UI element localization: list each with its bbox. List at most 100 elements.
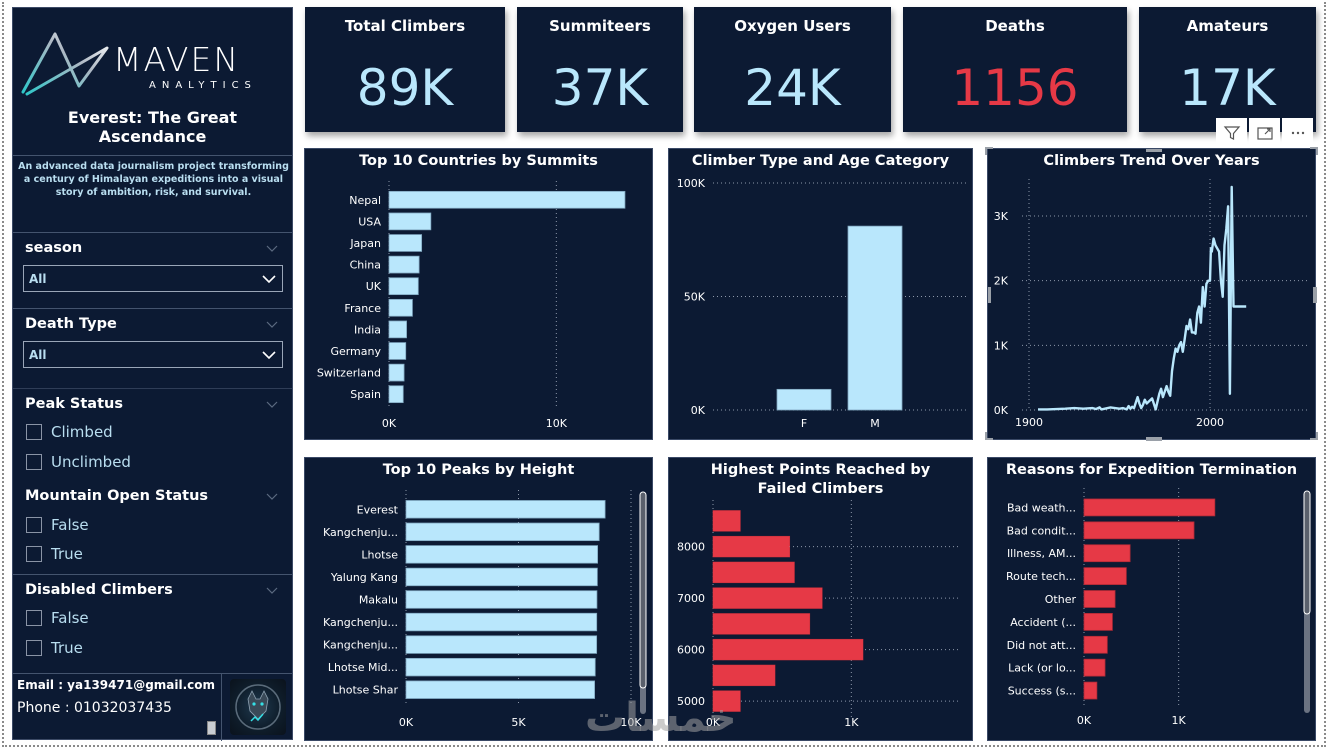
disabled-climbers-option-false[interactable]: False <box>26 608 89 628</box>
category-label: UK <box>366 280 382 293</box>
divider <box>13 308 292 309</box>
chart-climbers-trend[interactable]: Climbers Trend Over Years 0K 1K 2K 3K 1900 20… <box>987 148 1317 441</box>
checkbox[interactable] <box>26 610 42 626</box>
category-label: Accident (... <box>1010 616 1076 629</box>
filter-icon <box>1223 125 1240 140</box>
peak-status-option-unclimbed[interactable]: Unclimbed <box>26 452 131 472</box>
bar <box>1083 544 1131 563</box>
chart-top-peaks[interactable]: Top 10 Peaks by Height 0K 5K 10K Everest Kan… <box>304 457 653 741</box>
chart-climber-type[interactable]: Climber Type and Age Category 0K 50K 100K F… <box>668 148 973 440</box>
chevron-down-icon[interactable] <box>266 584 278 596</box>
chart-plot: 0K 5K 10K Everest Kangchenju... Lhotse Yalung … <box>323 490 647 729</box>
x-tick-label: 10K <box>620 716 642 729</box>
chevron-down-icon[interactable] <box>266 398 278 410</box>
kpi-summiteers[interactable]: Summiteers 37K <box>517 7 683 132</box>
resize-handle[interactable] <box>1310 432 1318 440</box>
category-label: Kangchenju... <box>323 526 398 539</box>
maven-logo: MAVEN ANALYTICS <box>17 22 292 102</box>
chart-title: Climbers Trend Over Years <box>1043 153 1260 169</box>
y-tick-label: 6000 <box>677 644 705 657</box>
bar <box>713 587 823 609</box>
bar <box>713 690 741 712</box>
resize-handle[interactable] <box>985 432 993 440</box>
y-tick-label: 1K <box>994 339 1009 352</box>
category-label: Success (s... <box>1008 685 1076 698</box>
focus-mode-button[interactable] <box>1249 118 1280 147</box>
chevron-down-icon <box>262 351 276 360</box>
chart-failed-climbers[interactable]: Highest Points Reached by Failed Climber… <box>668 457 973 741</box>
bar <box>713 536 790 557</box>
more-options-icon <box>1291 131 1304 134</box>
x-tick-label: 1K <box>1172 714 1187 727</box>
x-tick-label: M <box>870 417 880 430</box>
bar <box>713 510 741 532</box>
y-tick-label: 7000 <box>677 592 705 605</box>
category-label: Lack (or lo... <box>1008 662 1076 675</box>
mountain-open-status-slicer-title: Mountain Open Status <box>25 488 209 504</box>
category-label: Illness, AM... <box>1007 547 1076 560</box>
scrollbar-thumb[interactable] <box>207 721 216 735</box>
category-label: Route tech... <box>1006 570 1076 583</box>
kpi-deaths[interactable]: Deaths 1156 <box>903 7 1127 132</box>
category-label: Yalung Kang <box>330 571 398 584</box>
kpi-value: 17K <box>1179 59 1276 117</box>
disabled-climbers-option-true[interactable]: True <box>26 638 83 658</box>
mountain-open-option-false[interactable]: False <box>26 515 89 535</box>
x-tick-label: 0K <box>382 417 397 430</box>
chart-title: Top 10 Countries by Summits <box>359 153 598 169</box>
bar <box>1083 498 1216 517</box>
bar <box>847 225 903 411</box>
bar <box>1083 613 1113 631</box>
death-type-dropdown-value: All <box>29 348 47 362</box>
bar <box>405 590 598 609</box>
kpi-value: 89K <box>356 59 454 117</box>
chart-termination-reasons[interactable]: Reasons for Expedition Termination 0K 1K B… <box>987 457 1316 741</box>
bar <box>713 665 775 686</box>
kpi-title: Summiteers <box>549 17 651 35</box>
peak-status-option-climbed[interactable]: Climbed <box>26 422 113 442</box>
option-label: True <box>51 545 83 563</box>
resize-handle <box>1146 149 1162 152</box>
chart-top-countries[interactable]: Top 10 Countries by Summits 0K 10K Nepal US… <box>304 148 653 440</box>
kpi-total-climbers[interactable]: Total Climbers 89K <box>305 7 505 132</box>
x-tick-label: 1900 <box>1015 416 1043 429</box>
bar <box>388 190 626 209</box>
chevron-down-icon[interactable] <box>266 490 278 502</box>
option-label: True <box>51 639 83 657</box>
category-label: USA <box>358 215 381 228</box>
x-tick-label: F <box>801 417 807 430</box>
chart-plot: 0K 10K Nepal USA Japan China UK France India Germ… <box>317 181 626 430</box>
category-label: Kangchenju... <box>323 616 398 629</box>
season-dropdown[interactable]: All <box>23 265 283 292</box>
bar <box>388 277 419 296</box>
peak-status-slicer-title: Peak Status <box>25 396 123 412</box>
resize-handle[interactable] <box>985 147 993 155</box>
option-label: Unclimbed <box>51 453 131 471</box>
checkbox[interactable] <box>26 640 42 656</box>
bar <box>776 388 832 411</box>
category-label: Lhotse Mid... <box>328 661 398 674</box>
death-type-dropdown[interactable]: All <box>23 341 283 368</box>
checkbox[interactable] <box>26 517 42 533</box>
more-options-button[interactable] <box>1282 118 1313 147</box>
chevron-down-icon[interactable] <box>266 242 278 254</box>
kpi-oxygen-users[interactable]: Oxygen Users 24K <box>694 7 891 132</box>
chevron-down-icon[interactable] <box>266 318 278 330</box>
x-tick-label: 5K <box>511 716 526 729</box>
divider <box>13 388 292 389</box>
mountain-open-option-true[interactable]: True <box>26 544 83 564</box>
kpi-value: 37K <box>551 59 649 117</box>
filter-button[interactable] <box>1216 118 1247 147</box>
resize-handle[interactable] <box>1310 147 1318 155</box>
category-label: Lhotse <box>361 548 398 561</box>
checkbox[interactable] <box>26 546 42 562</box>
checkbox[interactable] <box>26 424 42 440</box>
report-description: An advanced data journalism project tran… <box>18 161 289 198</box>
chart-title: Highest Points Reached by Failed Climber… <box>710 462 931 497</box>
x-tick-label: 10K <box>546 417 568 430</box>
category-label: France <box>344 302 381 315</box>
focus-mode-icon <box>1256 126 1273 140</box>
visual-header-toolbar <box>1216 118 1313 147</box>
checkbox[interactable] <box>26 454 42 470</box>
kpi-amateurs[interactable]: Amateurs 17K <box>1139 7 1316 132</box>
